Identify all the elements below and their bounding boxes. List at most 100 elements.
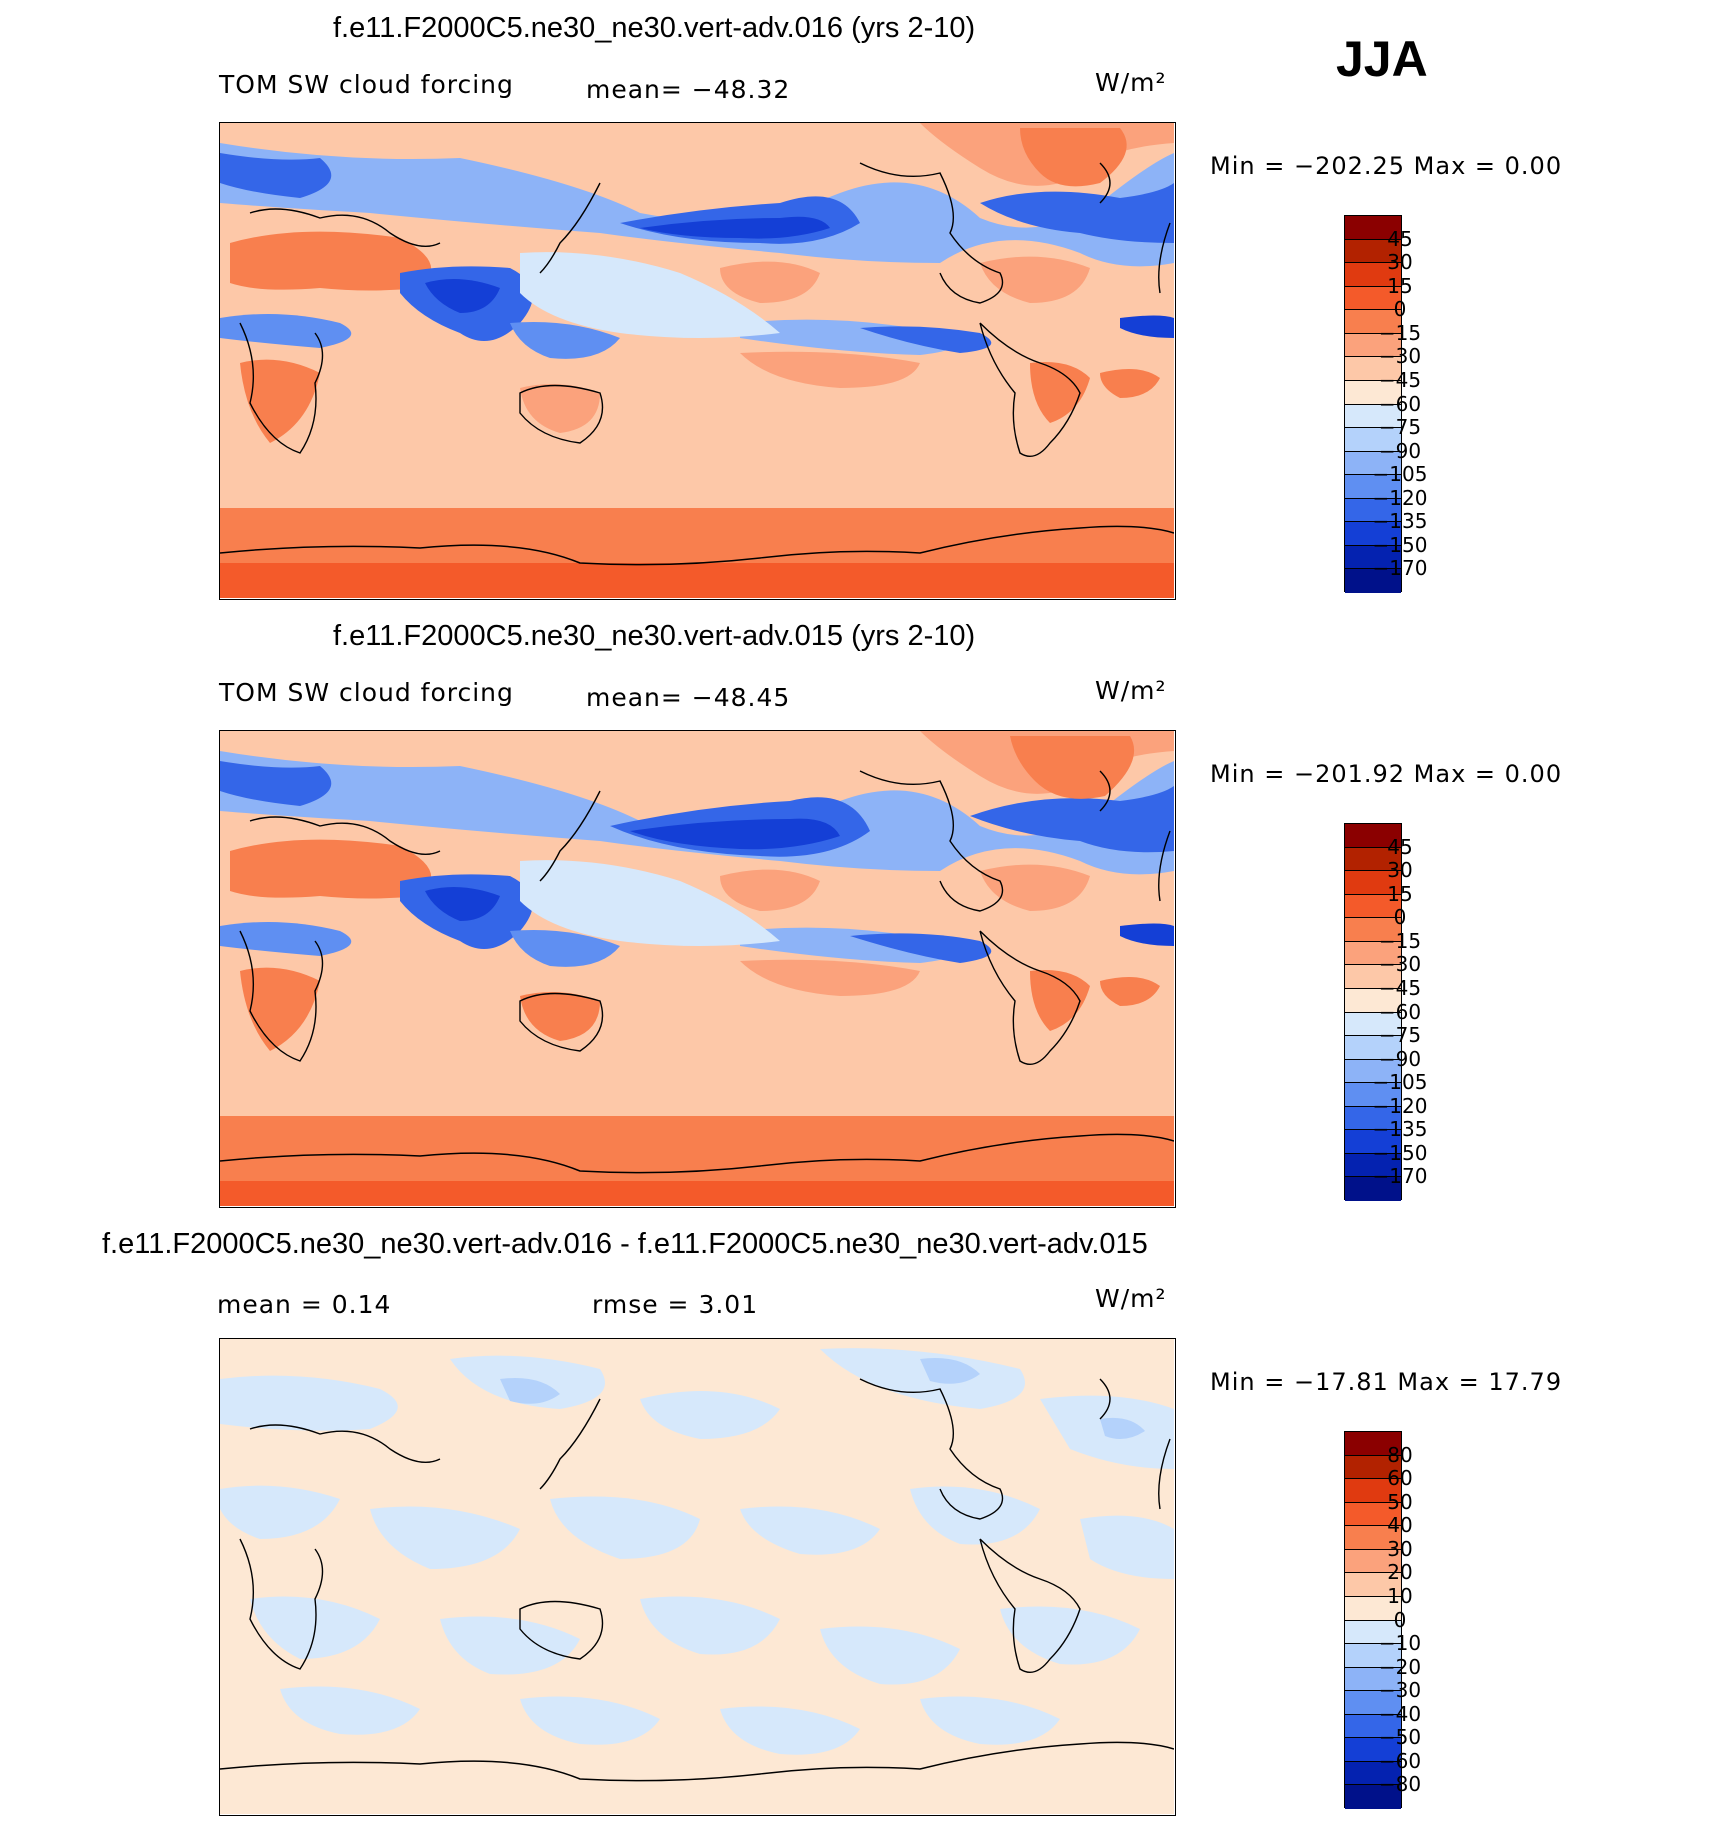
colorbar-tick-label: −150 <box>1372 1140 1428 1165</box>
mean-label: mean= −48.45 <box>586 683 791 712</box>
colorbar-swatch <box>1345 1691 1401 1715</box>
colorbar-tick-label: −135 <box>1372 509 1428 534</box>
colorbar-tick-label: −45 <box>1378 975 1422 1000</box>
colorbar-swatch <box>1345 1761 1401 1786</box>
colorbar-swatch <box>1345 918 1401 942</box>
rmse-label: rmse = 3.01 <box>592 1290 759 1319</box>
colorbar-swatch <box>1345 428 1401 452</box>
colorbar-swatch <box>1345 1130 1401 1154</box>
colorbar-tick-label: −15 <box>1378 320 1422 345</box>
colorbar-swatch <box>1345 239 1401 264</box>
colorbar-tick-label: 45 <box>1387 226 1413 251</box>
colorbar-swatch <box>1345 871 1401 895</box>
colorbar-tick-label: −75 <box>1378 1023 1422 1048</box>
colorbar-tick-label: 0 <box>1393 905 1407 930</box>
colorbar-swatch <box>1345 216 1401 240</box>
contour-field <box>220 1339 1174 1814</box>
panel-title: f.e11.F2000C5.ne30_ne30.vert-adv.016 (yr… <box>333 12 976 44</box>
map-plot <box>219 1338 1176 1816</box>
variable-label: TOM SW cloud forcing <box>219 678 514 707</box>
colorbar-tick-label: 30 <box>1387 1536 1413 1561</box>
colorbar-swatch <box>1345 569 1401 593</box>
colorbar-tick-label: 45 <box>1387 834 1413 859</box>
colorbar-swatch <box>1345 286 1401 311</box>
colorbar-tick-label: 0 <box>1393 297 1407 322</box>
colorbar-swatch <box>1345 941 1401 966</box>
colorbar-tick-label: −105 <box>1372 462 1428 487</box>
colorbar-swatch <box>1345 1153 1401 1178</box>
map-plot <box>219 122 1176 600</box>
season-label: JJA <box>1336 31 1428 87</box>
colorbar-tick-label: −120 <box>1372 1093 1428 1118</box>
colorbar-tick-label: −30 <box>1378 1678 1422 1703</box>
minmax-label: Min = −17.81 Max = 17.79 <box>1210 1368 1563 1396</box>
colorbar-swatch <box>1345 1106 1401 1131</box>
colorbar-tick-label: −20 <box>1378 1654 1422 1679</box>
colorbar-tick-label: −105 <box>1372 1070 1428 1095</box>
colorbar-tick-label: −40 <box>1378 1701 1422 1726</box>
colorbar-tick-label: −170 <box>1372 1164 1428 1189</box>
colorbar-tick-label: −135 <box>1372 1117 1428 1142</box>
colorbar-swatch <box>1345 263 1401 287</box>
colorbar-swatch <box>1345 310 1401 334</box>
colorbar-swatch <box>1345 894 1401 919</box>
colorbar-swatch <box>1345 1526 1401 1550</box>
mean-label: mean= −48.32 <box>586 75 791 104</box>
colorbar-swatch <box>1345 1083 1401 1107</box>
colorbar-swatch <box>1345 1177 1401 1201</box>
colorbar-tick-label: −80 <box>1378 1772 1422 1797</box>
colorbar-tick-label: 80 <box>1387 1442 1413 1467</box>
colorbar-tick-label: 15 <box>1387 273 1413 298</box>
colorbar-swatch <box>1345 1667 1401 1692</box>
colorbar-swatch <box>1345 1644 1401 1668</box>
colorbar-tick-label: −150 <box>1372 532 1428 557</box>
colorbar-swatch <box>1345 1549 1401 1574</box>
colorbar <box>1344 215 1402 593</box>
colorbar-swatch <box>1345 1620 1401 1645</box>
colorbar-swatch <box>1345 1479 1401 1503</box>
units-label: W/m² <box>1095 1284 1167 1313</box>
colorbar-swatch <box>1345 1432 1401 1456</box>
colorbar-swatch <box>1345 380 1401 405</box>
colorbar-swatch <box>1345 545 1401 570</box>
colorbar-swatch <box>1345 357 1401 381</box>
colorbar-tick-label: −120 <box>1372 485 1428 510</box>
colorbar-tick-label: −75 <box>1378 415 1422 440</box>
colorbar-tick-label: 30 <box>1387 250 1413 275</box>
panel-title: f.e11.F2000C5.ne30_ne30.vert-adv.015 (yr… <box>333 620 976 652</box>
colorbar-swatch <box>1345 965 1401 989</box>
colorbar-swatch <box>1345 404 1401 429</box>
colorbar-tick-label: 60 <box>1387 1466 1413 1491</box>
colorbar-swatch <box>1345 1573 1401 1597</box>
colorbar-tick-label: −15 <box>1378 928 1422 953</box>
colorbar-swatch <box>1345 498 1401 523</box>
colorbar-tick-label: −60 <box>1378 391 1422 416</box>
colorbar-swatch <box>1345 1738 1401 1762</box>
colorbar-tick-label: 40 <box>1387 1513 1413 1538</box>
colorbar-tick-label: −90 <box>1378 1046 1422 1071</box>
units-label: W/m² <box>1095 68 1167 97</box>
colorbar-tick-label: 30 <box>1387 858 1413 883</box>
colorbar-tick-label: 50 <box>1387 1489 1413 1514</box>
colorbar-swatch <box>1345 988 1401 1013</box>
colorbar-tick-label: −60 <box>1378 999 1422 1024</box>
colorbar-tick-label: −30 <box>1378 344 1422 369</box>
units-label: W/m² <box>1095 676 1167 705</box>
colorbar-swatch <box>1345 1455 1401 1480</box>
colorbar-swatch <box>1345 333 1401 358</box>
contour-field <box>220 731 1174 1206</box>
colorbar-swatch <box>1345 824 1401 848</box>
minmax-label: Min = −201.92 Max = 0.00 <box>1210 760 1563 788</box>
colorbar-tick-label: −10 <box>1378 1631 1422 1656</box>
colorbar <box>1344 1431 1402 1809</box>
colorbar-swatch <box>1345 451 1401 476</box>
colorbar-tick-label: −45 <box>1378 367 1422 392</box>
colorbar <box>1344 823 1402 1201</box>
colorbar-tick-label: −60 <box>1378 1748 1422 1773</box>
colorbar-swatch <box>1345 1059 1401 1084</box>
variable-label: TOM SW cloud forcing <box>219 70 514 99</box>
colorbar-tick-label: 15 <box>1387 881 1413 906</box>
colorbar-swatch <box>1345 847 1401 872</box>
colorbar-swatch <box>1345 1785 1401 1809</box>
map-plot <box>219 730 1176 1208</box>
